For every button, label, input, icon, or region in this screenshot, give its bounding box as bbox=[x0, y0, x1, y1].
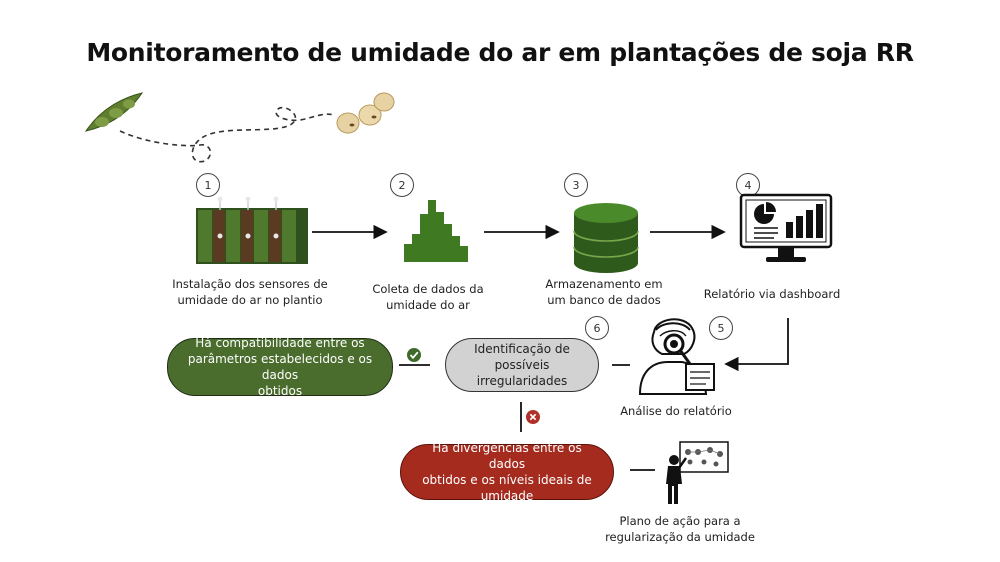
step-4-label-line-1: Relatório via dashboard bbox=[703, 287, 841, 301]
identify-line-2: irregularidades bbox=[476, 374, 568, 388]
action-plan-line-1: Plano de ação para a bbox=[619, 514, 741, 528]
step-1-label-line-2: umidade do ar no plantio bbox=[177, 293, 323, 307]
divergent-line-3: umidade bbox=[480, 489, 534, 503]
step-3-label-line-1: Armazenamento em bbox=[545, 277, 663, 291]
bar-histogram-icon bbox=[404, 200, 468, 262]
step-6-number: 6 bbox=[585, 316, 609, 340]
page-title: Monitoramento de umidade do ar em planta… bbox=[86, 38, 914, 67]
step-5-label-line-1: Análise do relatório bbox=[620, 404, 732, 418]
step-2-label-line-2: umidade do ar bbox=[386, 298, 470, 312]
step-2-number: 2 bbox=[390, 173, 414, 197]
divergent-line-1: Há divergências entre os dados bbox=[432, 441, 582, 471]
step-4-label: Relatório via dashboard bbox=[697, 286, 847, 302]
step-1-label: Instalação dos sensores de umidade do ar… bbox=[150, 276, 350, 308]
action-plan-label: Plano de ação para a regularização da um… bbox=[595, 513, 765, 545]
check-icon bbox=[407, 348, 421, 362]
step-3-label-line-2: um banco de dados bbox=[547, 293, 661, 307]
step-1-label-line-1: Instalação dos sensores de bbox=[172, 277, 328, 291]
decorative-soy-path bbox=[84, 92, 395, 163]
compatible-line-3: obtidos bbox=[257, 384, 303, 398]
database-icon bbox=[573, 203, 639, 273]
analyst-magnifier-icon bbox=[638, 318, 715, 395]
arrow-4-to-5 bbox=[724, 318, 789, 372]
step-2-label-line-1: Coleta de dados da bbox=[372, 282, 484, 296]
compatible-line-1: Há compatibilidade entre os bbox=[195, 336, 365, 350]
step-2-label: Coleta de dados da umidade do ar bbox=[365, 281, 491, 313]
step-5-number: 5 bbox=[709, 316, 733, 340]
step-1-number: 1 bbox=[196, 173, 220, 197]
cross-icon bbox=[526, 410, 540, 424]
step-3-label: Armazenamento em um banco de dados bbox=[536, 276, 672, 308]
dashboard-monitor-icon bbox=[739, 193, 833, 262]
identify-line-1: Identificação de possíveis bbox=[474, 342, 570, 372]
sensor-field-icon bbox=[196, 196, 308, 264]
action-plan-line-2: regularização da umidade bbox=[605, 530, 755, 544]
compatible-outcome-node: Há compatibilidade entre os parâmetros e… bbox=[167, 336, 393, 398]
divergent-outcome-node: Há divergências entre os dados obtidos e… bbox=[400, 441, 614, 503]
compatible-line-2: parâmetros estabelecidos e os dados bbox=[187, 352, 373, 382]
identify-irregularities-node: Identificação de possíveis irregularidad… bbox=[445, 338, 599, 392]
step-5-label: Análise do relatório bbox=[606, 403, 746, 419]
soy-pod-icon bbox=[84, 92, 144, 132]
soybeans-icon bbox=[336, 92, 395, 134]
presenter-board-icon bbox=[666, 441, 729, 504]
step-3-number: 3 bbox=[564, 173, 588, 197]
divergent-line-2: obtidos e os níveis ideais de bbox=[422, 473, 592, 487]
